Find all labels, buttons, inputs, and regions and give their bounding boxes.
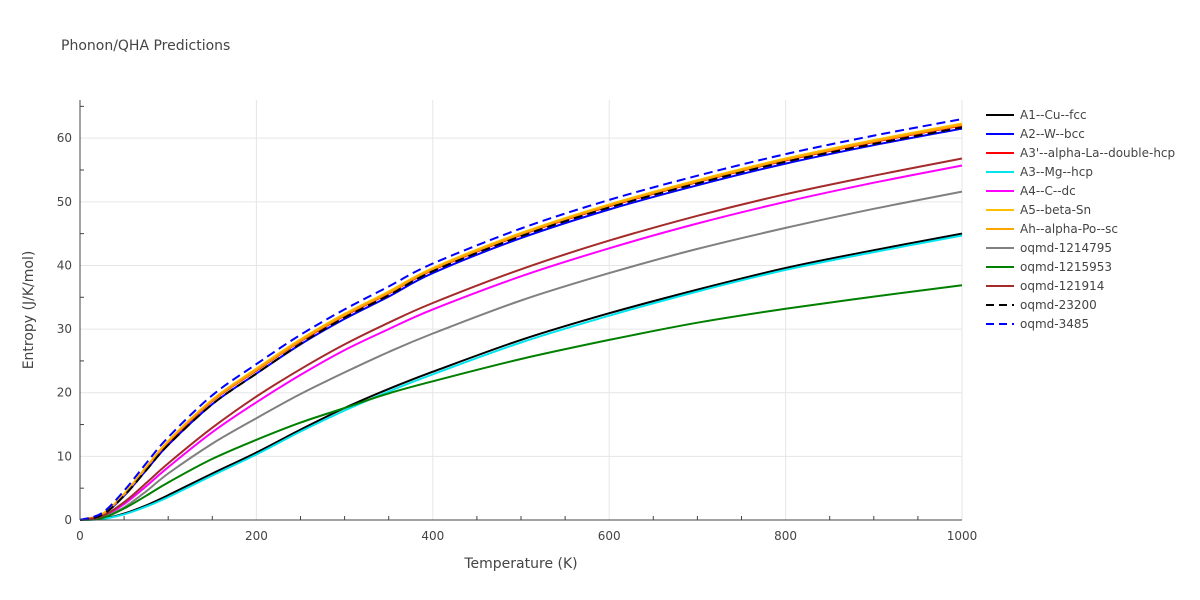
series-line-a2-w-bcc [79, 127, 963, 521]
series-line-oqmd-3485 [79, 118, 963, 521]
y-tick-label: 0 [64, 513, 72, 527]
legend-label: oqmd-1215953 [1020, 260, 1112, 274]
series-line-oqmd-23200 [79, 126, 963, 521]
legend-item[interactable]: oqmd-1215953 [986, 260, 1112, 274]
y-tick-label: 40 [57, 258, 72, 272]
x-axis-ticks: 0 200 400 600 800 1000 [76, 529, 977, 543]
series-line-oqmd-121914 [79, 157, 963, 521]
legend[interactable]: A1--Cu--fcc A2--W--bcc A3'--alpha-La--doub… [986, 108, 1175, 331]
legend-item[interactable]: Ah--alpha-Po--sc [986, 222, 1118, 236]
legend-label: oqmd-3485 [1020, 317, 1089, 331]
y-tick-label: 50 [57, 195, 72, 209]
legend-label: A2--W--bcc [1020, 127, 1085, 141]
legend-label: oqmd-121914 [1020, 279, 1104, 293]
series-line-a4-c-dc [79, 164, 963, 521]
legend-item[interactable]: oqmd-1214795 [986, 241, 1112, 255]
y-tick-label: 10 [57, 449, 72, 463]
legend-item[interactable]: A5--beta-Sn [986, 203, 1091, 217]
legend-label: A3'--alpha-La--double-hcp [1020, 146, 1175, 160]
y-tick-label: 60 [57, 131, 72, 145]
series-line-ah-alpha-po-sc [79, 123, 963, 521]
axes [79, 100, 962, 521]
chart-title: Phonon/QHA Predictions [61, 38, 230, 54]
legend-item[interactable]: A3'--alpha-La--double-hcp [986, 146, 1175, 160]
x-tick-label: 1000 [947, 529, 978, 543]
x-tick-label: 0 [76, 529, 84, 543]
legend-item[interactable]: A1--Cu--fcc [986, 108, 1087, 122]
x-tick-label: 600 [598, 529, 621, 543]
legend-label: A5--beta-Sn [1020, 203, 1091, 217]
x-tick-label: 400 [421, 529, 444, 543]
legend-item[interactable]: oqmd-3485 [986, 317, 1089, 331]
legend-label: A3--Mg--hcp [1020, 165, 1093, 179]
series-line-oqmd-1215953 [79, 284, 963, 521]
legend-item[interactable]: oqmd-121914 [986, 279, 1104, 293]
y-tick-label: 20 [57, 386, 72, 400]
legend-label: A1--Cu--fcc [1020, 108, 1087, 122]
series-line-a5-beta-sn [79, 122, 963, 521]
x-tick-label: 200 [245, 529, 268, 543]
y-axis-ticks: 0 10 20 30 40 50 60 [57, 131, 72, 527]
y-axis-title: Entropy (J/K/mol) [21, 251, 37, 370]
series-line-oqmd-1214795 [79, 190, 963, 521]
legend-item[interactable]: A2--W--bcc [986, 127, 1085, 141]
grid [80, 100, 963, 520]
legend-label: Ah--alpha-Po--sc [1020, 222, 1118, 236]
legend-item[interactable]: oqmd-23200 [986, 298, 1097, 312]
legend-label: A4--C--dc [1020, 184, 1076, 198]
x-tick-label: 800 [774, 529, 797, 543]
legend-label: oqmd-23200 [1020, 298, 1097, 312]
series-line-a1-cu-fcc [79, 232, 963, 521]
y-tick-label: 30 [57, 322, 72, 336]
series-layer [79, 118, 963, 521]
legend-label: oqmd-1214795 [1020, 241, 1112, 255]
series-line-a3-mg-hcp [79, 234, 963, 521]
legend-item[interactable]: A3--Mg--hcp [986, 165, 1093, 179]
legend-item[interactable]: A4--C--dc [986, 184, 1076, 198]
x-axis-title: Temperature (K) [463, 556, 577, 572]
